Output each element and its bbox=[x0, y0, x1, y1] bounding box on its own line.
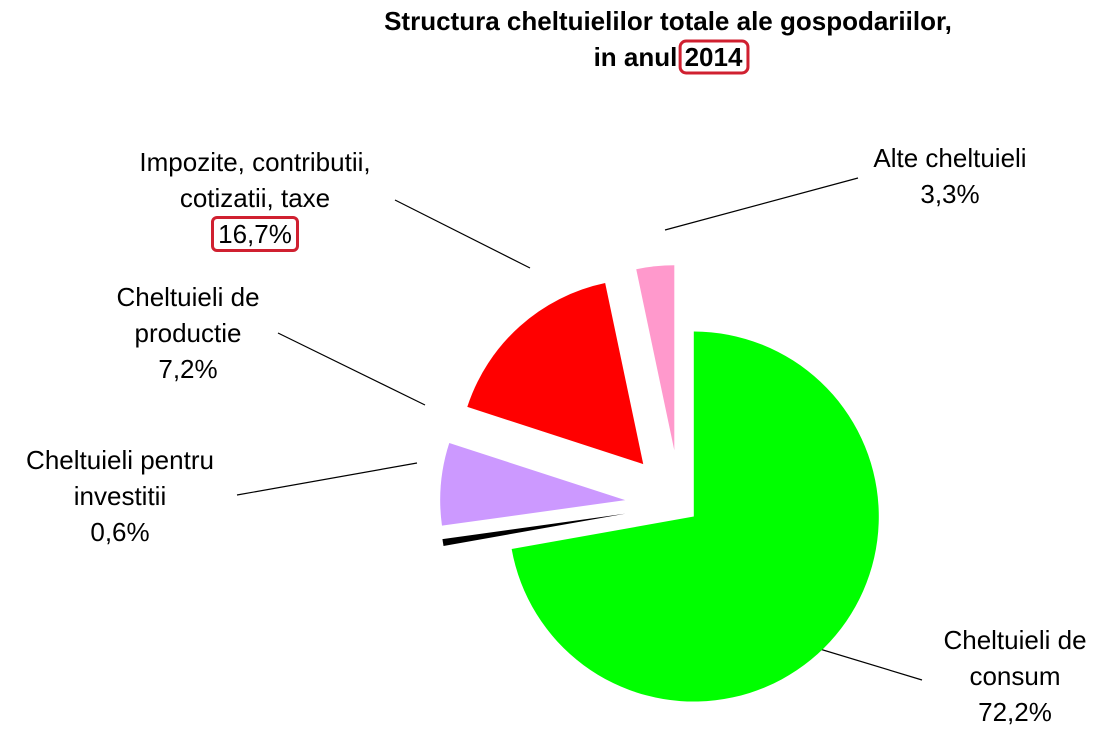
value-label-row: 7,2% bbox=[93, 351, 283, 387]
slice-label: Impozite, contributii, cotizatii, taxe 16… bbox=[110, 144, 400, 252]
value-label: 3,3% bbox=[920, 179, 980, 209]
value-label: 7,2% bbox=[158, 354, 218, 384]
category-label: Alte cheltuieli bbox=[873, 143, 1027, 173]
category-label: Cheltuieli de productie bbox=[116, 282, 260, 348]
leader-line bbox=[277, 332, 426, 406]
pie-slice bbox=[467, 283, 644, 465]
slice-label: Cheltuieli de consum 72,2% bbox=[928, 622, 1103, 730]
category-label: Impozite, contributii, cotizatii, taxe bbox=[139, 147, 371, 213]
category-label: Cheltuieli de consum bbox=[943, 625, 1087, 691]
pie-slice bbox=[636, 265, 675, 451]
value-label-row: 0,6% bbox=[0, 514, 240, 550]
pie-slice bbox=[511, 331, 879, 702]
slice-label: Cheltuieli de productie 7,2% bbox=[93, 279, 283, 387]
pie-slice bbox=[442, 513, 626, 546]
value-label: 0,6% bbox=[90, 517, 150, 547]
value-label-row: 16,7% bbox=[110, 216, 400, 252]
chart-title: Structura cheltuielilor totale ale gospo… bbox=[384, 6, 952, 36]
leader-line bbox=[236, 462, 418, 496]
slice-label: Alte cheltuieli 3,3% bbox=[820, 140, 1080, 212]
slice-label: Cheltuieli pentru investitii 0,6% bbox=[0, 442, 240, 550]
leader-lines bbox=[236, 177, 923, 681]
value-label: 72,2% bbox=[978, 697, 1052, 727]
value-label: 16,7% bbox=[211, 216, 299, 252]
title-highlight bbox=[678, 39, 750, 75]
value-label-row: 72,2% bbox=[928, 694, 1103, 730]
pie-slice bbox=[440, 443, 626, 526]
leader-line bbox=[394, 199, 531, 269]
chart-title: in anul 2014 bbox=[594, 42, 743, 72]
leader-line bbox=[664, 177, 859, 231]
category-label: Cheltuieli pentru investitii bbox=[26, 445, 214, 511]
value-label-row: 3,3% bbox=[820, 176, 1080, 212]
